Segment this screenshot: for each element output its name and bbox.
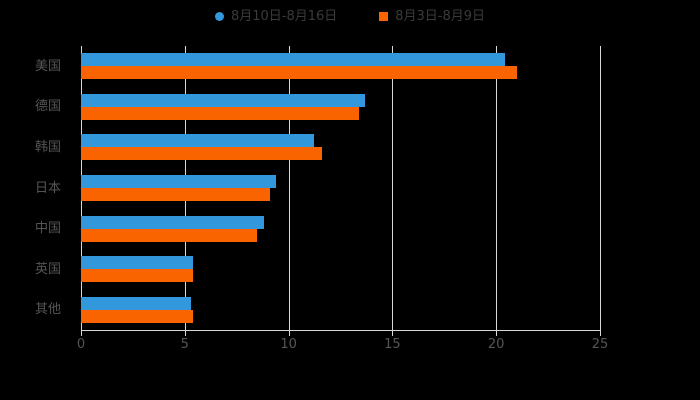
x-tick-mark-0 [81,331,82,336]
bar[interactable] [81,66,517,80]
legend-circle-marker-icon [214,11,224,21]
x-tick-label-0: 0 [76,337,86,352]
x-tick-mark-15 [392,331,394,336]
x-tick-label-5: 5 [180,337,189,352]
bar-group [81,134,600,161]
y-axis-label-1: 德国 [34,99,61,115]
x-tick-mark-10 [288,331,290,336]
x-tick-label-25: 25 [591,337,609,352]
legend-label-series-a: 8月10日-8月16日 [230,8,338,24]
x-tick-mark-5 [184,331,186,336]
bar-group [81,296,600,323]
legend-square-marker-icon [379,11,389,21]
bar-group [81,256,600,283]
y-axis-label-0: 美国 [34,58,61,74]
bar[interactable] [81,215,264,229]
bar[interactable] [81,309,194,323]
x-tick-label-20: 20 [487,337,505,352]
y-axis-label-5: 英国 [34,261,61,277]
bar[interactable] [81,93,366,107]
y-axis-label-3: 日本 [34,180,61,196]
y-axis-label-4: 中国 [34,221,61,237]
chart-legend: 8月10日-8月16日 8月3日-8月9日 [0,4,700,28]
bar[interactable] [81,228,258,242]
gridline-x-15 [392,46,394,330]
bar-group [81,215,600,242]
x-tick-label-15: 15 [384,337,401,352]
bar[interactable] [81,53,505,67]
gridline-x-25 [600,46,601,330]
bar[interactable] [81,296,192,310]
gridline-x-10 [288,46,290,330]
gridline-x-20 [496,46,498,330]
bar-group [81,53,600,80]
x-tick-mark-25 [600,331,601,336]
y-axis-label-6: 其他 [34,302,61,318]
bar-group [81,175,600,201]
x-tick-mark-20 [496,331,498,336]
legend-item-series-a[interactable]: 8月10日-8月16日 [214,8,338,24]
y-axis-category-labels: 美国德国韩国日本中国英国其他 [0,46,71,330]
bar[interactable] [81,106,360,120]
bar[interactable] [81,147,322,161]
legend-label-series-b: 8月3日-8月9日 [395,8,486,24]
x-tick-label-10: 10 [280,337,297,352]
legend-item-series-b[interactable]: 8月3日-8月9日 [379,10,485,23]
bar[interactable] [81,188,270,201]
bar[interactable] [81,256,194,270]
y-axis-label-2: 韩国 [34,139,61,155]
bar[interactable] [81,269,194,283]
x-axis-ticks: 0 5 10 15 20 25 [0,331,700,355]
bar-group [81,93,600,120]
bar[interactable] [81,134,314,148]
x-axis-line [81,330,601,331]
bar[interactable] [81,175,277,188]
plot-area [81,46,601,330]
